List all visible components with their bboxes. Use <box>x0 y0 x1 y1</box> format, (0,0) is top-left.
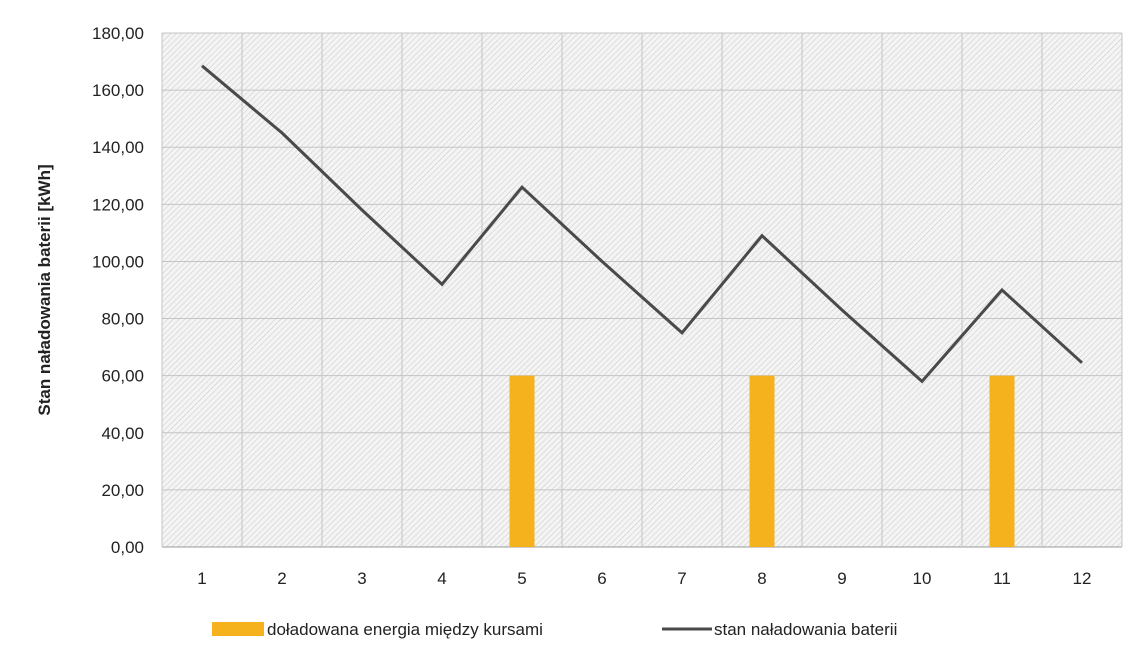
x-tick-label: 12 <box>1073 569 1092 588</box>
x-tick-label: 1 <box>197 569 206 588</box>
line-series <box>201 64 1084 384</box>
y-tick-label: 60,00 <box>101 367 144 386</box>
legend-bar-label: doładowana energia między kursami <box>267 620 543 639</box>
legend-line-label: stan naładowania baterii <box>714 620 897 639</box>
y-tick-label: 80,00 <box>101 310 144 329</box>
legend-bar-swatch <box>212 622 264 636</box>
y-tick-label: 0,00 <box>111 538 144 557</box>
x-tick-label: 10 <box>913 569 932 588</box>
x-axis-ticks: 1 2 3 4 5 6 7 8 9 10 11 12 <box>197 569 1091 588</box>
gridlines <box>161 32 1123 548</box>
y-tick-label: 180,00 <box>92 24 144 43</box>
x-tick-label: 5 <box>517 569 526 588</box>
y-axis-ticks: 0,00 20,00 40,00 60,00 80,00 100,00 120,00 140,… <box>92 24 144 557</box>
y-tick-label: 160,00 <box>92 81 144 100</box>
y-tick-label: 140,00 <box>92 138 144 157</box>
x-tick-label: 7 <box>677 569 686 588</box>
bar <box>749 375 775 547</box>
series-line <box>201 64 1084 384</box>
bar-series <box>509 375 1015 547</box>
y-tick-label: 120,00 <box>92 195 144 214</box>
x-tick-label: 4 <box>437 569 446 588</box>
y-axis-label: Stan naładowania baterii [kWh] <box>35 164 54 415</box>
y-tick-label: 40,00 <box>101 424 144 443</box>
y-tick-label: 20,00 <box>101 481 144 500</box>
x-tick-label: 8 <box>757 569 766 588</box>
legend: doładowana energia między kursami stan n… <box>212 620 897 639</box>
x-tick-label: 3 <box>357 569 366 588</box>
bar <box>989 375 1015 547</box>
bar <box>509 375 535 547</box>
x-tick-label: 2 <box>277 569 286 588</box>
x-tick-label: 6 <box>597 569 606 588</box>
x-tick-label: 11 <box>993 569 1011 588</box>
x-tick-label: 9 <box>837 569 846 588</box>
y-tick-label: 100,00 <box>92 252 144 271</box>
